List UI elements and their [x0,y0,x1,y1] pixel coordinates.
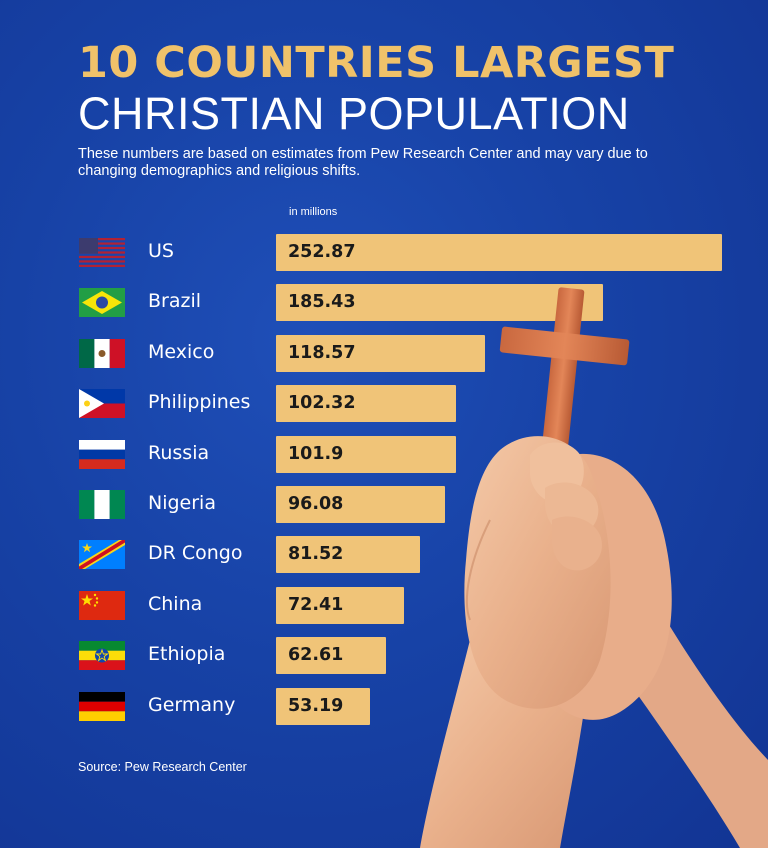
dr-congo-flag-icon [79,540,125,570]
unit-label: in millions [289,206,338,218]
bar-us [276,234,722,271]
bar-value-ethiopia: 62.61 [288,645,344,666]
bar-value-nigeria: 96.08 [288,494,344,514]
country-label-philippines: Philippines [148,391,251,414]
us-flag-icon [79,238,125,267]
bar-germany [276,687,370,725]
bar-china [276,586,404,624]
bar-value-brazil: 185.43 [288,292,356,313]
philippines-flag-icon [79,389,125,419]
bar-value-china: 72.41 [288,594,344,615]
country-label-mexico: Mexico [148,340,215,363]
country-label-china: China [148,592,203,615]
country-label-us: US [148,240,174,262]
bar-value-germany: 53.19 [288,695,344,716]
bar-nigeria [276,486,446,523]
title-line-1: 10 COUNTRIES LARGEST [78,38,675,88]
bar-dr-congo [276,536,420,574]
source-note: Source: Pew Research Center [78,760,247,774]
bar-philippines [276,385,457,423]
nigeria-flag-icon [79,490,125,519]
country-label-ethiopia: Ethiopia [148,643,226,666]
russia-flag-icon [79,439,125,469]
bar-value-mexico: 118.57 [288,342,356,363]
country-label-dr-congo: DR Congo [148,542,243,565]
country-label-brazil: Brazil [148,290,202,313]
country-label-russia: Russia [148,441,210,464]
country-label-germany: Germany [148,693,236,716]
germany-flag-icon [79,691,125,721]
title-line-2: CHRISTIAN POPULATION [78,88,630,139]
country-label-nigeria: Nigeria [148,492,216,514]
ethiopia-flag-icon [79,641,125,671]
bar-value-russia: 101.9 [288,443,344,464]
bar-russia [276,435,456,473]
bar-value-dr-congo: 81.52 [288,544,344,565]
bar-value-philippines: 102.32 [288,393,356,414]
bar-value-us: 252.87 [288,242,356,262]
subtitle: These numbers are based on estimates fro… [78,146,648,179]
china-flag-icon [79,590,125,620]
bar-mexico [276,334,486,372]
bar-ethiopia [276,637,387,675]
brazil-flag-icon [79,288,125,318]
mexico-flag-icon [79,338,125,368]
